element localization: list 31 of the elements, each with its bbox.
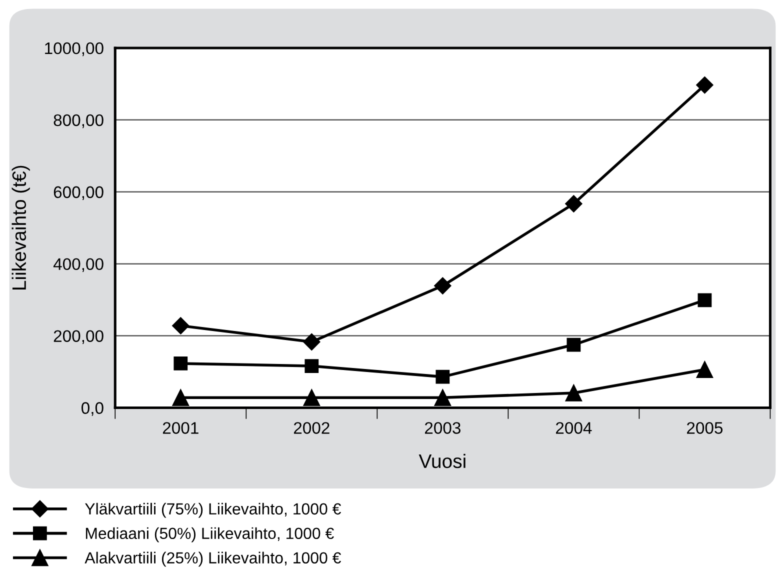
point bbox=[303, 333, 320, 350]
point bbox=[565, 384, 582, 402]
y-tick-label: 800,00 bbox=[54, 114, 104, 128]
point bbox=[566, 338, 581, 352]
legend-label: Mediaani (50%) Liikevaihto, 1000 € bbox=[86, 527, 334, 542]
point bbox=[696, 361, 714, 378]
x-tick-label: 2004 bbox=[556, 422, 592, 434]
x-tick-label: 2002 bbox=[294, 422, 330, 434]
legend-label: Yläkvartiili (75%) Liikevaihto, 1000 € bbox=[85, 502, 341, 518]
point bbox=[434, 277, 452, 294]
y-tick-label: 0,0 bbox=[82, 402, 104, 416]
point bbox=[172, 389, 189, 406]
y-axis-title: Liikevaihto (t€) bbox=[12, 166, 30, 290]
point bbox=[174, 356, 188, 370]
point bbox=[434, 389, 452, 406]
point bbox=[696, 76, 714, 94]
point bbox=[172, 317, 190, 334]
y-tick-label: 400,00 bbox=[53, 258, 104, 272]
y-tick-label: 1000,00 bbox=[45, 42, 104, 56]
point bbox=[565, 195, 582, 212]
x-tick-label: 2003 bbox=[424, 422, 460, 434]
y-tick-label: 600,00 bbox=[54, 186, 104, 200]
x-axis-title: Vuosi bbox=[418, 454, 466, 468]
point bbox=[436, 370, 450, 384]
y-tick-label: 200,00 bbox=[54, 330, 104, 344]
point bbox=[698, 293, 712, 308]
x-tick-label: 2005 bbox=[687, 422, 723, 434]
point bbox=[304, 359, 319, 373]
point bbox=[303, 389, 320, 406]
legend-label: Alakvartiili (25%) Liikevaihto, 1000 € bbox=[84, 552, 341, 567]
x-tick-label: 2001 bbox=[162, 422, 198, 434]
